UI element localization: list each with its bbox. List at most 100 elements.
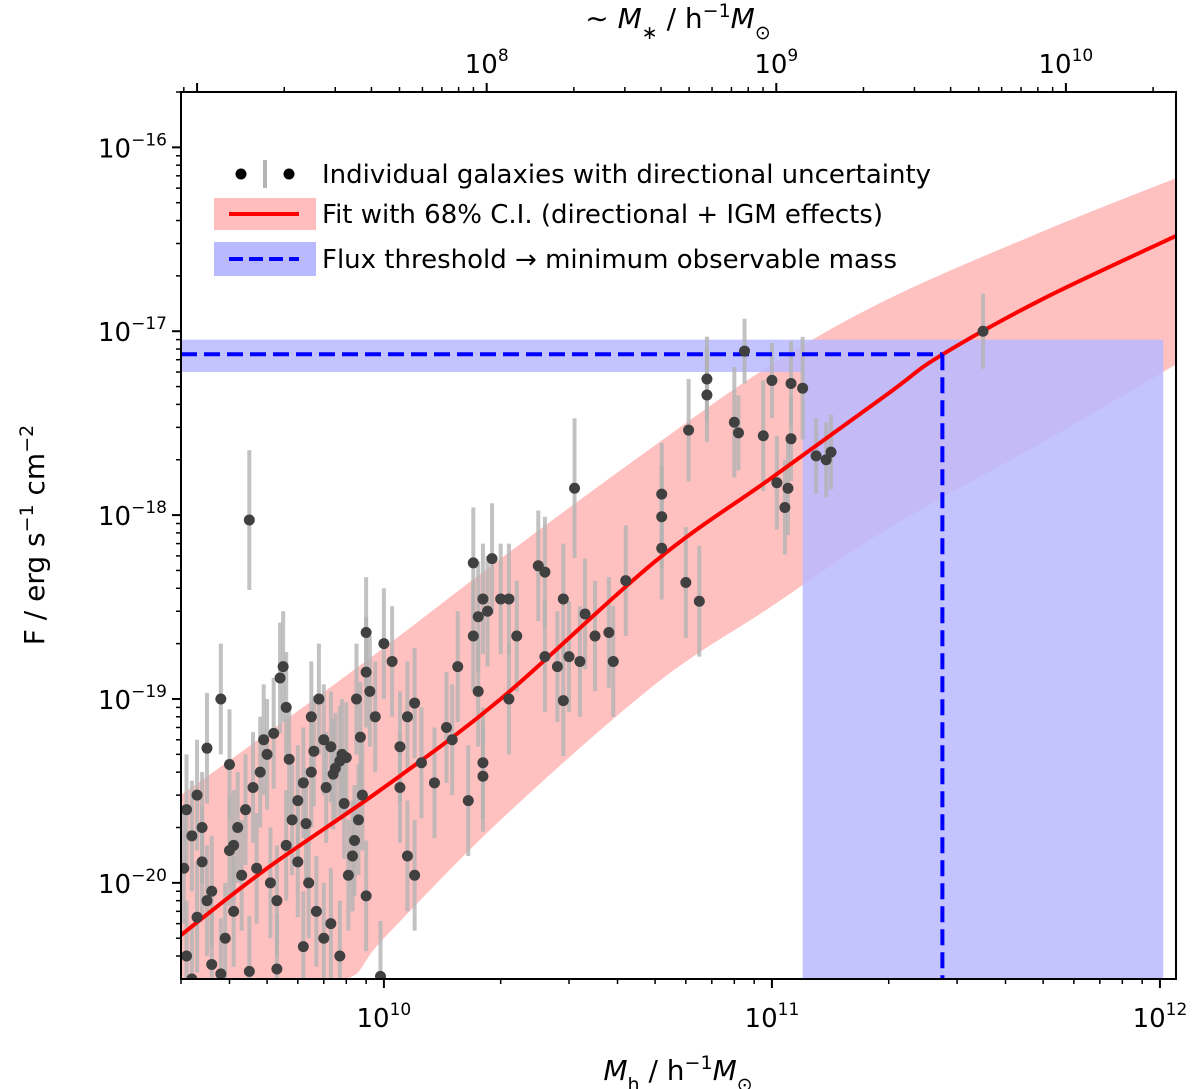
legend-label-points: Individual galaxies with directional unc… (322, 160, 931, 190)
x-tick-label-2: 1012 (1133, 1000, 1188, 1034)
galaxy-point-61 (394, 782, 406, 794)
galaxy-point-84 (297, 777, 309, 789)
galaxy-point-120 (215, 968, 227, 979)
galaxy-point-38 (557, 695, 569, 707)
galaxy-point-115 (325, 918, 337, 930)
top-x-tick-label-1-exp: 9 (787, 46, 798, 66)
galaxy-point-30 (589, 630, 601, 642)
galaxy-point-64 (360, 626, 372, 638)
y-tick-label-0-base: 10 (98, 134, 131, 164)
y-tick-label-4-base: 10 (98, 870, 131, 900)
galaxy-point-48 (452, 661, 464, 673)
legend-point-marker-right (283, 168, 295, 180)
top-axis-title-tailsub: ⊙ (755, 22, 771, 44)
galaxy-point-92 (254, 766, 266, 778)
plot-area (181, 178, 1176, 979)
galaxy-point-41 (486, 553, 498, 565)
y-axis-title-sup1: −1 (16, 504, 38, 532)
y-tick-label-0: 10−16 (98, 130, 167, 164)
galaxy-point-132 (354, 731, 366, 743)
galaxy-point-138 (181, 862, 190, 874)
y-tick-label-2-base: 10 (98, 502, 131, 532)
galaxy-point-68 (364, 685, 376, 697)
galaxy-point-87 (280, 839, 292, 851)
galaxy-point-32 (607, 655, 619, 667)
galaxy-point-53 (446, 734, 458, 746)
galaxy-point-122 (271, 963, 283, 975)
x-tick-label-2-base: 10 (1133, 1004, 1166, 1034)
galaxy-point-73 (374, 970, 386, 979)
galaxy-point-7 (785, 377, 797, 389)
fit-curve (181, 234, 1176, 937)
galaxy-point-54 (428, 777, 440, 789)
galaxy-point-100 (181, 804, 193, 816)
galaxy-point-93 (247, 782, 259, 794)
y-tick-label-2: 10−18 (98, 498, 167, 532)
y-tick-label-3-base: 10 (98, 686, 131, 716)
top-x-tick-label-2: 1010 (1039, 46, 1094, 80)
galaxy-point-63 (369, 711, 381, 723)
galaxy-point-97 (215, 693, 227, 705)
galaxy-point-111 (292, 856, 304, 868)
top-axis-title-rest: / h (658, 2, 703, 35)
legend-label-fit: Fit with 68% C.I. (directional + IGM eff… (322, 200, 883, 230)
galaxy-point-71 (349, 834, 361, 846)
galaxy-point-113 (310, 905, 322, 917)
x-tick-label-0-exp: 10 (390, 1000, 412, 1020)
galaxy-point-11 (782, 482, 794, 494)
galaxy-point-83 (305, 766, 317, 778)
galaxy-point-86 (286, 814, 298, 826)
galaxy-point-58 (394, 741, 406, 753)
galaxy-point-18 (683, 424, 695, 436)
legend-item-threshold: Flux threshold → minimum observable mass (214, 242, 897, 276)
galaxy-point-102 (196, 856, 208, 868)
galaxy-point-49 (472, 685, 484, 697)
mass-threshold-band (802, 372, 1164, 979)
y-tick-label-4-exp: −20 (131, 866, 167, 886)
galaxy-point-124 (181, 950, 193, 962)
y-tick-label-1-exp: −17 (131, 314, 167, 334)
galaxy-point-10 (771, 477, 783, 489)
x-axis-title-rest: / h (640, 1054, 685, 1087)
galaxy-point-52 (462, 795, 474, 807)
galaxy-point-28 (557, 593, 569, 605)
x-axis-title: Mh / h−1M⊙ (603, 1052, 752, 1089)
galaxy-point-95 (232, 822, 244, 834)
galaxy-point-75 (409, 869, 421, 881)
galaxy-point-127 (258, 734, 270, 746)
galaxy-point-22 (680, 576, 692, 588)
galaxy-point-12 (779, 501, 791, 513)
galaxy-point-121 (243, 965, 255, 977)
y-tick-label-1: 10−17 (98, 314, 167, 348)
y-axis-title-mid: cm (18, 453, 51, 505)
legend-item-points: Individual galaxies with directional unc… (235, 160, 931, 190)
galaxy-point-57 (386, 655, 398, 667)
galaxy-point-139 (201, 895, 213, 907)
galaxy-point-9 (757, 430, 769, 442)
galaxy-point-34 (511, 630, 523, 642)
galaxy-point-23 (693, 595, 705, 607)
top-axis-title-main: ∼ M (585, 2, 642, 35)
top-axis-title-sup: −1 (703, 0, 731, 22)
galaxy-point-29 (579, 608, 591, 620)
galaxy-point-135 (280, 701, 292, 713)
tick-layer (172, 83, 1161, 988)
galaxy-point-36 (503, 593, 515, 605)
galaxy-point-105 (219, 932, 231, 944)
galaxy-point-89 (274, 672, 286, 684)
galaxy-point-65 (360, 666, 372, 678)
x-tick-label-2-exp: 12 (1166, 1000, 1188, 1020)
galaxy-point-128 (283, 753, 295, 765)
galaxy-point-74 (401, 850, 413, 862)
galaxy-point-46 (467, 630, 479, 642)
galaxy-point-107 (236, 869, 248, 881)
x-axis-title-sub: h (628, 1074, 640, 1089)
galaxy-point-8 (797, 382, 809, 394)
y-axis-title-main: F / erg s (18, 532, 51, 645)
galaxy-point-101 (186, 830, 198, 842)
galaxy-point-45 (482, 605, 494, 617)
galaxy-point-85 (292, 795, 304, 807)
top-x-tick-label-0-base: 10 (465, 50, 498, 80)
galaxy-point-123 (297, 941, 309, 953)
